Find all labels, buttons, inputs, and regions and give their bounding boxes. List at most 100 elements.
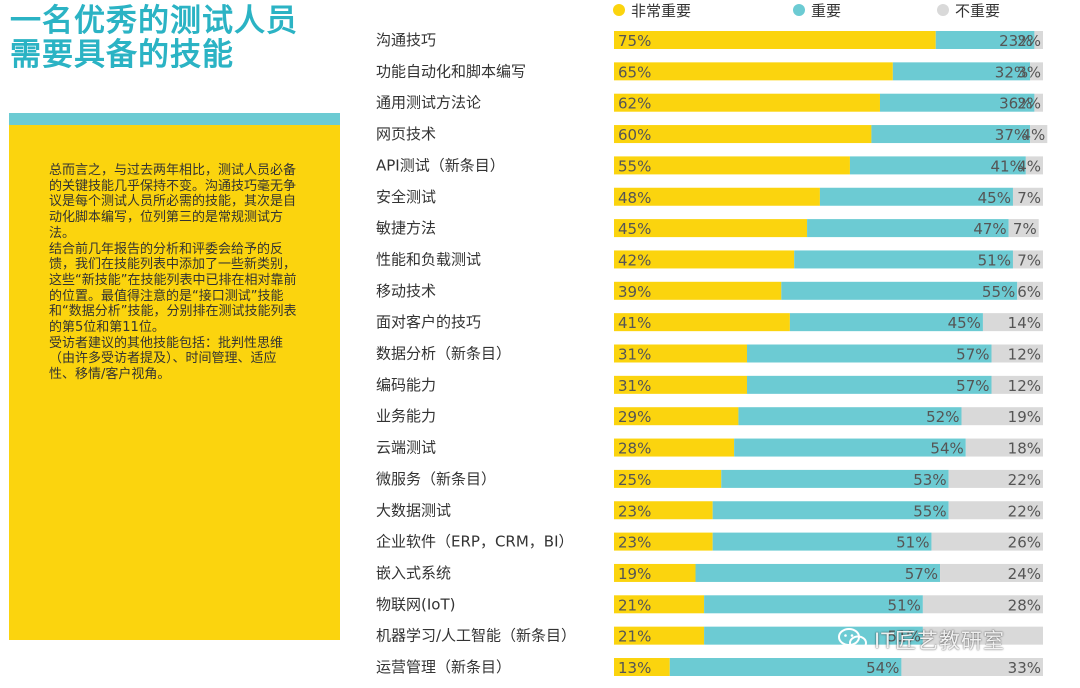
data-label: 19% <box>618 565 651 583</box>
legend-item-very-important: 非常重要 <box>613 0 691 20</box>
bar-segment-very-important <box>614 501 713 520</box>
bar-segment-important <box>738 407 962 426</box>
bar-segment-important <box>935 31 1035 49</box>
category-label: 企业软件（ERP，CRM，BI） <box>376 533 574 551</box>
bar-segment-not-important <box>931 532 1043 551</box>
data-label: 45% <box>618 220 651 238</box>
category-label: 微服务（新条目） <box>376 470 496 488</box>
bar-segment-important <box>734 438 966 457</box>
data-label: 7% <box>1017 189 1041 207</box>
bar-segment-important <box>712 501 949 520</box>
bar-segment-very-important <box>614 407 739 426</box>
bar-segment-important <box>819 187 1013 206</box>
data-label: 51% <box>888 628 921 646</box>
bar-segment-important <box>669 658 902 676</box>
bar-segment-not-important <box>965 438 1043 457</box>
legend-dot-icon <box>937 4 949 16</box>
bar-segment-very-important <box>614 281 782 300</box>
watermark-text: IT匠艺教研室 <box>874 629 1006 653</box>
bar-segment-not-important <box>1012 187 1043 206</box>
data-label: 41% <box>990 157 1023 175</box>
category-label: 通用测试方法论 <box>376 94 481 112</box>
data-label: 24% <box>1008 565 1041 583</box>
data-label: 42% <box>618 251 651 269</box>
bar-segment-very-important <box>614 658 670 676</box>
data-label: 57% <box>956 377 989 395</box>
bar-segment-not-important <box>948 469 1043 488</box>
category-label: 运营管理（新条目） <box>376 658 511 676</box>
data-label: 45% <box>948 314 981 332</box>
category-label: 编码能力 <box>376 376 436 394</box>
bar-segment-very-important <box>614 469 722 488</box>
bar-segment-not-important <box>1012 250 1043 269</box>
bar-segment-very-important <box>614 156 850 175</box>
bar-segment-important <box>892 62 1031 81</box>
bar-segment-very-important <box>614 532 713 551</box>
bar-segment-not-important <box>991 344 1043 363</box>
data-label: 28% <box>1008 596 1041 614</box>
data-label: 51% <box>888 596 921 614</box>
data-label: 54% <box>866 659 899 677</box>
data-label: 65% <box>618 63 651 81</box>
bar-segment-not-important <box>1025 156 1043 175</box>
data-label: 3% <box>1017 63 1041 81</box>
data-label: 19% <box>1008 408 1041 426</box>
bar-segment-not-important <box>901 658 1043 676</box>
data-label: 36% <box>999 95 1032 113</box>
data-label: 45% <box>978 189 1011 207</box>
category-label: 业务能力 <box>376 407 436 425</box>
bar-segment-very-important <box>614 125 872 144</box>
category-label: 物联网(IoT) <box>376 595 455 613</box>
legend-item-important: 重要 <box>793 0 841 20</box>
bar-segment-important <box>879 93 1035 112</box>
bar-segment-not-important <box>982 313 1043 332</box>
bar-segment-very-important <box>614 93 880 112</box>
data-label: 26% <box>1008 534 1041 552</box>
data-label: 54% <box>930 440 963 458</box>
data-label: 62% <box>618 95 651 113</box>
bar-segment-not-important <box>1008 219 1039 238</box>
page-title-line-2: 需要具备的技能 <box>10 37 234 73</box>
bar-segment-not-important <box>1017 281 1043 300</box>
bar-segment-not-important <box>1034 93 1043 112</box>
data-label: 29% <box>618 408 651 426</box>
data-label: 13% <box>618 659 651 677</box>
data-label: 23% <box>618 534 651 552</box>
bar-segment-important <box>704 595 923 614</box>
bar-segment-very-important <box>614 250 795 269</box>
data-label: 51% <box>896 534 929 552</box>
data-label: 47% <box>973 220 1006 238</box>
category-label: 大数据测试 <box>376 501 451 519</box>
bar-segment-important <box>794 250 1013 269</box>
legend-label: 不重要 <box>955 1 1001 20</box>
data-label: 52% <box>926 408 959 426</box>
bar-segment-important <box>849 156 1026 175</box>
bar-segment-important <box>781 281 1018 300</box>
bar-segment-important <box>871 125 1031 144</box>
bar-segment-important <box>704 626 923 645</box>
legend-label: 非常重要 <box>631 1 692 20</box>
data-label: 23% <box>999 32 1032 50</box>
data-label: 4% <box>1017 157 1041 175</box>
data-label: 53% <box>913 471 946 489</box>
data-label: 12% <box>1008 346 1041 364</box>
data-label: 55% <box>982 283 1015 301</box>
data-label: 18% <box>1008 440 1041 458</box>
category-label: 安全测试 <box>376 188 436 206</box>
bar-segment-very-important <box>614 313 790 332</box>
data-label: 75% <box>618 32 651 50</box>
bar-segment-important <box>695 563 941 582</box>
bar-segment-not-important <box>961 407 1043 426</box>
category-label: 嵌入式系统 <box>376 564 451 582</box>
data-label: 48% <box>618 189 651 207</box>
summary-panel: 总而言之，与过去两年相比，测试人员必备的关键技能几乎保持不变。沟通技巧毫无争议是… <box>9 113 340 640</box>
bar-segment-important <box>746 344 992 363</box>
wechat-icon <box>838 628 867 651</box>
bar-segment-not-important <box>948 501 1043 520</box>
data-label: 22% <box>1008 502 1041 520</box>
bar-segment-very-important <box>614 344 747 363</box>
data-label: 12% <box>1008 377 1041 395</box>
bar-segment-not-important <box>940 563 1043 582</box>
data-label: 57% <box>905 565 938 583</box>
bar-segment-important <box>712 532 932 551</box>
